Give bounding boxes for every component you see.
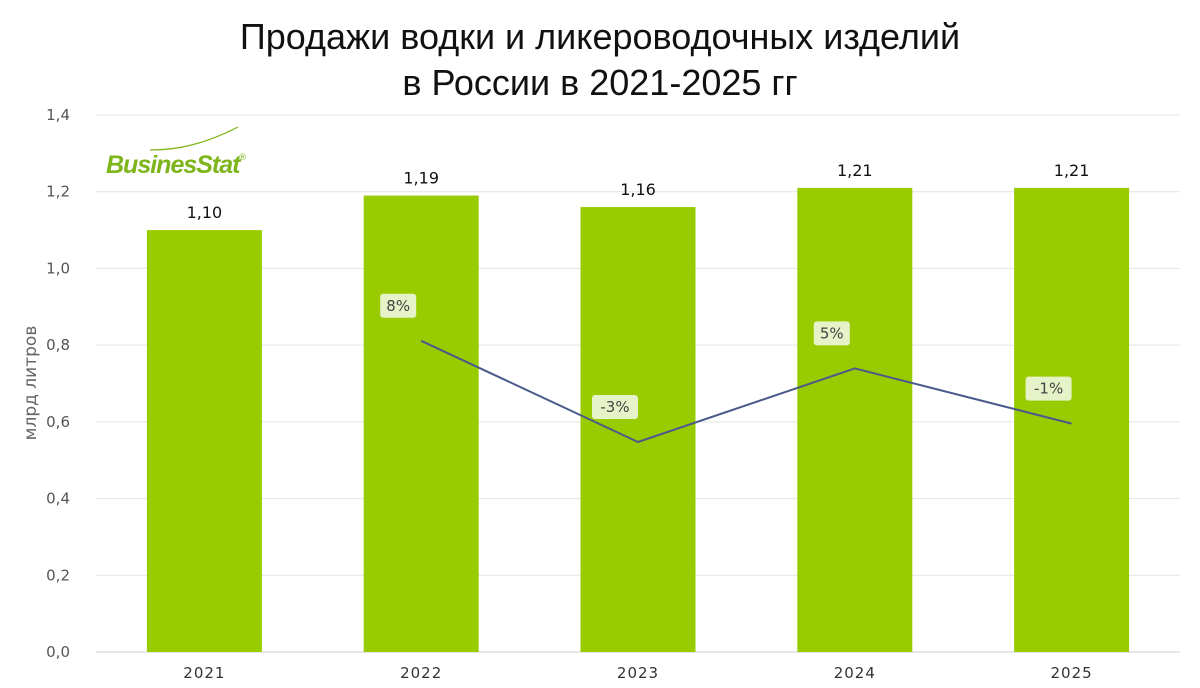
chart-title: Продажи водки и ликероводочных изделий в… <box>0 14 1200 106</box>
bar-value-label: 1,21 <box>1054 161 1090 180</box>
businesstat-logo: BusinesStat ® <box>106 126 247 179</box>
growth-label-box <box>1025 376 1072 401</box>
y-tick-label: 0,6 <box>46 413 70 431</box>
bar-value-label: 1,16 <box>620 180 656 199</box>
y-tick-label: 1,2 <box>46 183 70 201</box>
x-tick-label: 2022 <box>400 664 442 682</box>
y-tick-label: 0,2 <box>46 566 70 584</box>
bar-2023 <box>580 207 696 653</box>
x-tick-label: 2025 <box>1051 664 1093 682</box>
x-tick-label: 2021 <box>183 664 225 682</box>
growth-label: -3% <box>600 398 629 416</box>
bar-value-label: 1,19 <box>403 169 439 188</box>
growth-line-series: 8% -3% 5% -1% <box>380 293 1072 444</box>
bar-2021 <box>146 230 262 653</box>
growth-label-box <box>813 321 850 346</box>
y-tick-label: 1,0 <box>46 259 70 277</box>
bar-value-label: 1,10 <box>187 203 223 222</box>
bar-2022 <box>363 195 479 653</box>
x-tick-label: 2024 <box>834 664 876 682</box>
x-tick-label: 2023 <box>617 664 659 682</box>
y-axis-label: млрд литров <box>21 326 41 441</box>
growth-label: 5% <box>820 324 844 342</box>
growth-label-box <box>592 395 638 419</box>
growth-label-box <box>380 293 417 318</box>
bars <box>146 187 1130 653</box>
y-tick-label: 0,4 <box>46 490 70 508</box>
y-tick-label: 0,8 <box>46 336 70 354</box>
bar-2025 <box>1014 187 1130 652</box>
bar-value-label: 1,21 <box>837 161 873 180</box>
x-axis-ticks: 2021 2022 2023 2024 2025 <box>183 664 1093 682</box>
bar-value-labels: 1,10 1,19 1,16 1,21 1,21 <box>187 161 1090 222</box>
logo-registered-mark: ® <box>238 153 247 163</box>
y-tick-label: 0,0 <box>46 643 70 661</box>
growth-line <box>420 339 1072 444</box>
title-line-2: в России в 2021-2025 гг <box>402 62 798 103</box>
growth-label: 8% <box>386 297 410 315</box>
growth-label: -1% <box>1034 380 1063 398</box>
title-line-1: Продажи водки и ликероводочных изделий <box>239 16 961 57</box>
y-axis-ticks: 0,0 0,2 0,4 0,6 0,8 1,0 1,2 1,4 <box>46 106 70 661</box>
logo-text: BusinesStat <box>106 151 242 179</box>
logo-swoosh-icon <box>149 126 239 151</box>
y-tick-label: 1,4 <box>46 106 70 124</box>
bar-2024 <box>797 187 913 652</box>
